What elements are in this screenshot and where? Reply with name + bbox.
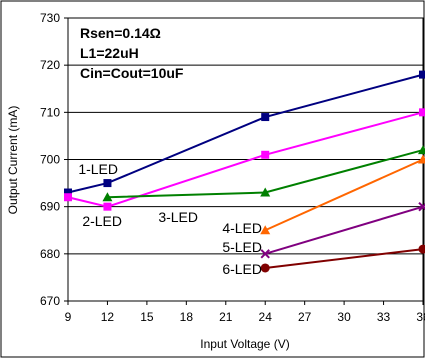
y-tick-label: 720 [40, 58, 60, 72]
x-tick-label: 9 [65, 310, 72, 324]
data-point-2-led [64, 193, 72, 201]
y-tick-label: 700 [40, 153, 60, 167]
series-label-4-led: 4-LED [222, 220, 262, 236]
chart-outer-border [1, 1, 424, 357]
series-label-2-led: 2-LED [82, 213, 122, 229]
annotation-cin-cout: Cin=Cout=10uF [80, 65, 184, 81]
series-label-3-led: 3-LED [158, 209, 198, 225]
series-label-1-led: 1-LED [78, 161, 118, 177]
data-point-2-led [103, 203, 111, 211]
x-tick-label: 27 [298, 310, 312, 324]
x-axis-title: Input Voltage (V) [200, 337, 289, 351]
data-point-6-led [261, 263, 270, 272]
x-tick-label: 33 [377, 310, 391, 324]
series-label-5-led: 5-LED [222, 239, 262, 255]
x-tick-label: 21 [219, 310, 233, 324]
y-axis-title: Output Current (mA) [6, 106, 20, 215]
y-tick-label: 690 [40, 200, 60, 214]
annotation-rsen: Rsen=0.14Ω [80, 25, 161, 41]
y-tick-label: 710 [40, 105, 60, 119]
annotation-l1: L1=22uH [80, 45, 139, 61]
y-tick-label: 680 [40, 247, 60, 261]
x-tick-label: 36 [416, 310, 425, 324]
x-tick-label: 30 [337, 310, 351, 324]
x-tick-label: 24 [259, 310, 273, 324]
data-point-2-led [261, 151, 269, 159]
series-label-6-led: 6-LED [222, 261, 262, 277]
data-point-1-led [103, 179, 111, 187]
data-point-2-led [419, 108, 425, 116]
x-tick-label: 18 [180, 310, 194, 324]
data-point-1-led [261, 113, 269, 121]
x-tick-label: 12 [101, 310, 115, 324]
y-tick-label: 730 [40, 11, 60, 25]
data-point-1-led [419, 71, 425, 79]
y-tick-label: 670 [40, 294, 60, 308]
x-tick-label: 15 [140, 310, 154, 324]
